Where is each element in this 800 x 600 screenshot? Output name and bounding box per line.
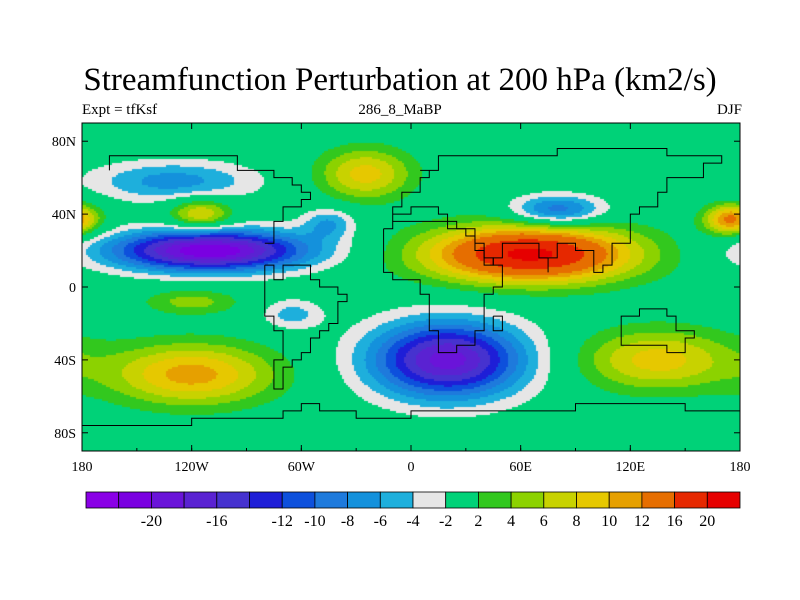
colorbar-swatch bbox=[379, 491, 414, 509]
colorbar-swatch bbox=[543, 491, 577, 509]
experiment-label: Expt = tfKsf bbox=[82, 102, 158, 118]
colorbar-swatch bbox=[510, 491, 545, 509]
lon-tick-label: 180 bbox=[730, 460, 751, 475]
colorbar-label: -4 bbox=[406, 513, 419, 530]
colorbar-swatch bbox=[85, 491, 120, 509]
colorbar-label: -12 bbox=[272, 513, 293, 530]
coastline-antarctica bbox=[82, 403, 741, 426]
lon-tick-label: 180 bbox=[72, 460, 93, 475]
colorbar-label: 20 bbox=[699, 513, 715, 530]
colorbar-swatch bbox=[216, 491, 250, 509]
colorbar-swatch bbox=[706, 491, 741, 509]
colorbar-label: 8 bbox=[573, 513, 581, 530]
lon-tick-label: 120E bbox=[616, 460, 646, 475]
lon-tick-label: 0 bbox=[408, 460, 415, 475]
lon-tick-label: 120W bbox=[175, 460, 210, 475]
colorbar: -20 -16 -12 -10 -8 -6 -4 -2 2 4 6 8 10 12 16 20 bbox=[85, 491, 741, 530]
colorbar-swatch bbox=[641, 491, 676, 509]
map-axes: 80N 40N 0 40S 80S 180 120W 60W 0 60E 120E 180 bbox=[52, 123, 751, 475]
colorbar-label: 16 bbox=[667, 513, 683, 530]
contour-raster bbox=[82, 123, 740, 451]
coastline-south-america bbox=[264, 264, 348, 390]
lat-tick-label: 80N bbox=[52, 135, 76, 150]
colorbar-label: -6 bbox=[374, 513, 387, 530]
colorbar-swatch bbox=[249, 491, 283, 509]
colorbar-swatch bbox=[412, 491, 447, 509]
colorbar-label: -2 bbox=[439, 513, 452, 530]
colorbar-label: 6 bbox=[540, 513, 548, 530]
figure-title: Streamfunction Perturbation at 200 hPa (… bbox=[83, 62, 717, 98]
colorbar-label: -10 bbox=[304, 513, 325, 530]
lat-tick-label: 0 bbox=[69, 281, 76, 296]
colorbar-swatch bbox=[608, 491, 643, 509]
lon-tick-label: 60E bbox=[509, 460, 532, 475]
lat-tick-label: 80S bbox=[54, 427, 76, 442]
colorbar-label: -16 bbox=[206, 513, 227, 530]
colorbar-swatch bbox=[445, 491, 479, 509]
time-label: 286_8_MaBP bbox=[358, 102, 442, 118]
colorbar-label: -20 bbox=[141, 513, 162, 530]
lat-tick-label: 40S bbox=[54, 354, 76, 369]
colorbar-swatch bbox=[477, 491, 512, 509]
colorbar-swatch bbox=[314, 491, 348, 509]
colorbar-swatch bbox=[281, 491, 316, 509]
colorbar-label: 2 bbox=[474, 513, 482, 530]
colorbar-label: 12 bbox=[634, 513, 650, 530]
colorbar-swatch bbox=[183, 491, 218, 509]
lat-tick-label: 40N bbox=[52, 208, 76, 223]
coastline-australia bbox=[620, 308, 695, 354]
colorbar-swatch bbox=[674, 491, 708, 509]
lon-tick-label: 60W bbox=[288, 460, 316, 475]
coastline bbox=[82, 148, 741, 426]
colorbar-label: -8 bbox=[341, 513, 354, 530]
colorbar-label: 10 bbox=[601, 513, 617, 530]
colorbar-swatch bbox=[347, 491, 381, 509]
colorbar-swatch bbox=[150, 491, 185, 509]
contour-fill bbox=[82, 123, 740, 451]
colorbar-label: 4 bbox=[507, 513, 515, 530]
season-label: DJF bbox=[716, 102, 742, 118]
colorbar-swatch bbox=[118, 491, 152, 509]
coastline-eurasia bbox=[392, 148, 723, 273]
colorbar-swatch bbox=[576, 491, 610, 509]
coastline-madagascar bbox=[492, 315, 503, 332]
coastline-north-america-east bbox=[108, 155, 311, 244]
